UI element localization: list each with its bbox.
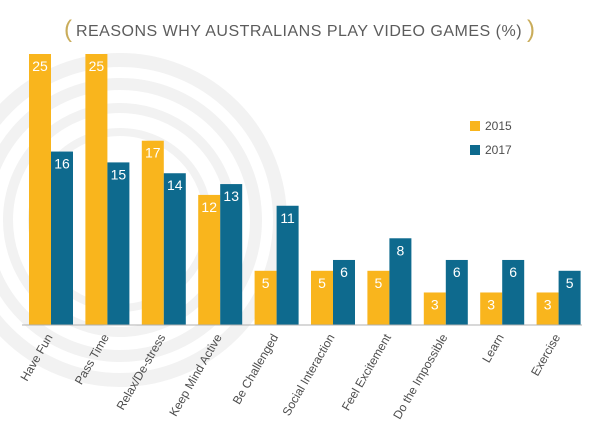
bar-2015	[254, 270, 277, 325]
bar-2015	[29, 54, 51, 325]
bar-2015	[85, 54, 108, 325]
bar-2015	[311, 270, 333, 325]
bar-2017	[502, 259, 525, 325]
legend-swatch-2017	[470, 145, 480, 155]
bar-2017	[333, 259, 355, 325]
bar-2015	[198, 194, 221, 325]
category-label: Feel Excitement	[339, 331, 394, 413]
bar-2017	[558, 270, 581, 325]
bar-value-label: 5	[318, 275, 326, 291]
title-open-paren: (	[64, 16, 72, 43]
bar-value-label: 3	[487, 296, 495, 312]
bar-2015	[480, 292, 503, 325]
bar-2015	[423, 292, 446, 325]
legend: 2015 2017	[470, 119, 512, 157]
bar-value-label: 14	[167, 177, 183, 193]
bar-value-label: 25	[32, 58, 48, 74]
bar-2017	[389, 238, 412, 325]
legend-label-2015: 2015	[485, 119, 512, 133]
category-label: Be Challenged	[230, 332, 281, 407]
bar-2015	[367, 270, 390, 325]
chart-title: ( REASONS WHY AUSTRALIANS PLAY VIDEO GAM…	[64, 16, 535, 43]
category-label: Do the Impossible	[390, 331, 450, 421]
bar-value-label: 6	[340, 264, 348, 280]
legend-swatch-2015	[470, 121, 480, 131]
bar-value-label: 5	[566, 275, 574, 291]
bar-value-label: 6	[509, 264, 517, 280]
chart-title-text: REASONS WHY AUSTRALIANS PLAY VIDEO GAMES…	[76, 23, 522, 40]
title-close-paren: )	[527, 16, 535, 43]
bar-2015	[536, 292, 559, 325]
category-label: Learn	[479, 332, 506, 366]
bar-value-label: 5	[375, 275, 383, 291]
bar-value-label: 12	[201, 199, 217, 215]
watermark-ring	[0, 78, 262, 362]
bar-2017	[445, 259, 468, 325]
bar-2017	[51, 151, 73, 325]
bar-value-label: 15	[111, 166, 127, 182]
bar-2017	[276, 205, 299, 325]
bar-value-label: 25	[89, 58, 105, 74]
bar-2017	[220, 184, 243, 325]
bar-2017	[107, 162, 130, 325]
bar-value-label: 16	[54, 156, 70, 172]
bar-value-label: 3	[431, 296, 439, 312]
bar-value-label: 11	[280, 210, 295, 226]
category-label: Social Interaction	[279, 332, 337, 419]
legend-label-2017: 2017	[485, 143, 512, 157]
category-label: Exercise	[528, 331, 563, 378]
bar-value-label: 6	[453, 264, 461, 280]
bar-2017	[163, 173, 186, 325]
bar-value-label: 13	[223, 188, 239, 204]
bar-value-label: 8	[397, 242, 405, 258]
bar-value-label: 3	[544, 296, 552, 312]
bar-2015	[141, 140, 164, 325]
bar-value-label: 5	[262, 275, 270, 291]
bar-value-label: 17	[145, 145, 161, 161]
